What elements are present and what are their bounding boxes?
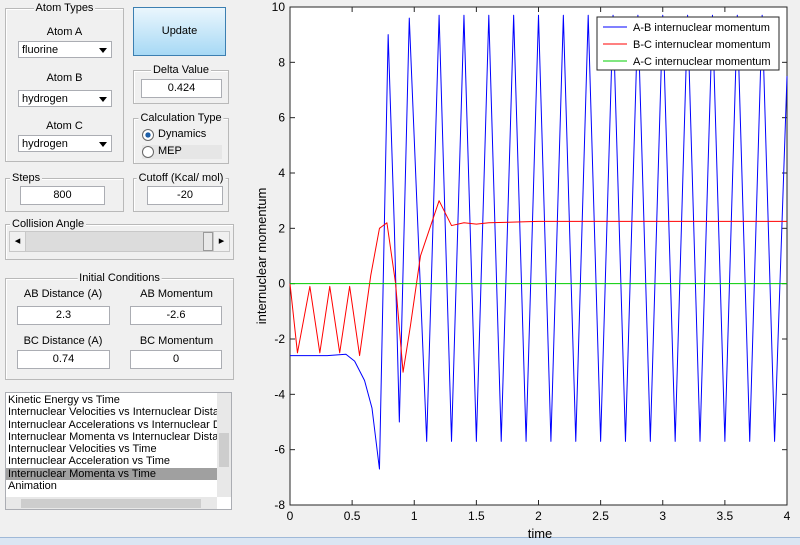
x-tick-label: 3 — [659, 509, 666, 523]
data-line — [290, 14, 788, 470]
scroll-thumb[interactable] — [21, 499, 201, 508]
text-input[interactable]: 0.74 — [17, 350, 110, 369]
label: BC Distance (A) — [23, 335, 103, 347]
label: AB Momentum — [140, 288, 213, 300]
label: BC Momentum — [139, 335, 214, 347]
list-item[interactable]: Internuclear Momenta vs Internuclear Dis… — [8, 430, 217, 443]
cutoff-panel: Cutoff (Kcal/ mol) -20 — [133, 172, 229, 212]
label: Atom C — [46, 120, 83, 132]
list-item[interactable]: Animation — [8, 480, 57, 493]
horizontal-scrollbar[interactable] — [6, 497, 217, 509]
data-line — [289, 200, 787, 373]
y-tick-label: 6 — [278, 111, 285, 125]
panel-title: Steps — [10, 172, 43, 184]
x-tick-label: 0 — [287, 509, 294, 523]
x-tick-label: 4 — [784, 509, 791, 523]
x-tick-label: 2.5 — [592, 509, 609, 523]
radio-button[interactable] — [142, 129, 154, 141]
list-item[interactable]: Internuclear Velocities vs Time — [8, 443, 157, 456]
y-tick-label: 2 — [278, 221, 285, 235]
x-tick-label: 0.5 — [344, 509, 361, 523]
label: AB Distance (A) — [23, 288, 103, 300]
update-button[interactable]: Update — [133, 7, 226, 56]
radio-label: MEP — [158, 145, 182, 157]
plot-listbox: Kinetic Energy vs Time Internuclear Veloc… — [5, 392, 232, 510]
slider-thumb[interactable] — [203, 232, 213, 251]
list-item[interactable]: Internuclear Velocities vs Internuclear … — [8, 406, 217, 419]
y-tick-label: -2 — [274, 332, 285, 346]
radio-button[interactable] — [142, 146, 154, 158]
list-items: Kinetic Energy vs Time Internuclear Veloc… — [6, 394, 217, 497]
y-tick-label: -8 — [274, 498, 285, 512]
plot-area — [289, 6, 788, 506]
panel-title: Calculation Type — [138, 112, 224, 124]
initial-conditions-panel: Initial Conditions AB Distance (A) AB Mo… — [5, 272, 234, 380]
dropdown[interactable]: fluorine — [18, 41, 112, 58]
slider[interactable]: ◂ ▸ — [9, 231, 230, 252]
delta-value-panel: Delta Value 0.424 — [133, 64, 229, 104]
calculation-type-panel: Calculation Type Dynamics MEP — [133, 112, 229, 164]
list-item[interactable]: Internuclear Accelerations vs Internucle… — [8, 418, 217, 431]
label: Atom B — [46, 72, 83, 84]
label: Atom A — [46, 26, 83, 38]
y-tick-label: 4 — [278, 166, 285, 180]
vertical-scrollbar[interactable] — [217, 393, 231, 497]
legend-label: A-C internuclear momentum — [633, 56, 771, 68]
panel-title: Cutoff (Kcal/ mol) — [136, 172, 226, 184]
y-tick-label: -4 — [274, 387, 285, 401]
radio-label: Dynamics — [158, 128, 207, 140]
legend-label: B-C internuclear momentum — [633, 39, 771, 51]
x-tick-label: 1.5 — [468, 509, 485, 523]
radio-option[interactable]: Dynamics — [142, 128, 222, 142]
text-input[interactable]: -20 — [147, 186, 223, 205]
panel-title: Atom Types — [33, 2, 96, 14]
panel-title: Initial Conditions — [77, 272, 162, 284]
scroll-thumb[interactable] — [219, 433, 229, 467]
legend-box — [596, 16, 780, 71]
slider-left-arrow[interactable]: ◂ — [10, 232, 26, 251]
x-axis-label: time — [528, 526, 553, 541]
x-tick-label: 3.5 — [717, 509, 734, 523]
text-input[interactable]: 800 — [20, 186, 105, 205]
y-tick-label: -6 — [274, 443, 285, 457]
slider-right-arrow[interactable]: ▸ — [213, 232, 229, 251]
y-axis-label: internuclear momentum — [254, 188, 269, 325]
x-tick-label: 1 — [411, 509, 418, 523]
list-item[interactable]: Internuclear Momenta vs Time — [6, 467, 217, 481]
text-input[interactable]: -2.6 — [130, 306, 222, 325]
dropdown[interactable]: hydrogen — [18, 135, 112, 152]
radio-option[interactable]: MEP — [142, 145, 222, 159]
y-tick-label: 0 — [278, 277, 285, 291]
x-tick-label: 2 — [535, 509, 542, 523]
collision-angle-panel: Collision Angle ◂ ▸ — [5, 218, 234, 260]
list-item[interactable]: Kinetic Energy vs Time — [8, 394, 120, 406]
window-bottom-edge — [0, 537, 800, 545]
steps-panel: Steps 800 — [5, 172, 124, 212]
dropdown[interactable]: hydrogen — [18, 90, 112, 107]
text-input[interactable]: 0 — [130, 350, 222, 369]
legend-label: A-B internuclear momentum — [633, 22, 770, 34]
panel-title: Collision Angle — [10, 218, 87, 230]
y-tick-label: 10 — [272, 0, 286, 14]
text-input[interactable]: 0.424 — [141, 79, 222, 98]
panel-title: Delta Value — [150, 64, 212, 76]
atom-types-panel: Atom Types Atom A fluorine Atom B hydrog… — [5, 2, 124, 162]
text-input[interactable]: 2.3 — [17, 306, 110, 325]
y-tick-label: 8 — [278, 55, 285, 69]
list-item[interactable]: Internuclear Acceleration vs Time — [8, 455, 171, 468]
